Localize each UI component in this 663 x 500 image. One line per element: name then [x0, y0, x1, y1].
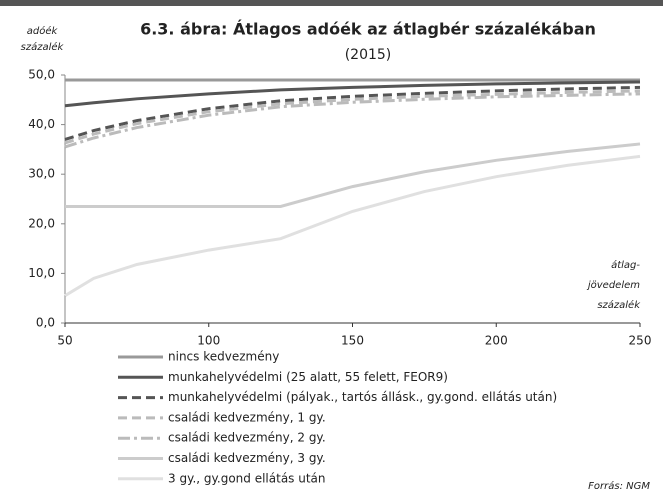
x-tick-label: 200	[485, 334, 508, 348]
series-line	[64, 154, 641, 298]
legend-label: 3 gy., gy.gond ellátás után	[168, 471, 326, 485]
chart-subtitle: (2015)	[345, 47, 392, 63]
x-axis-label: jövedelem	[586, 280, 640, 291]
y-tick-label: 40,0	[28, 117, 55, 131]
source: Forrás: NGM	[588, 480, 650, 492]
series-line	[65, 142, 641, 208]
y-tick-label: 20,0	[28, 216, 55, 230]
chart-title: 6.3. ábra: Átlagos adóék az átlagbér szá…	[140, 20, 596, 39]
series-line	[64, 92, 641, 149]
legend-label: nincs kedvezmény	[168, 350, 279, 364]
legend-label: családi kedvezmény, 2 gy.	[168, 431, 326, 445]
x-tick-label: 250	[629, 334, 652, 348]
legend-label: munkahelyvédelmi (pályak., tartós állásk…	[168, 390, 557, 404]
x-axis-label: átlag-	[611, 259, 640, 271]
x-tick-label: 150	[341, 334, 364, 348]
legend-label: munkahelyvédelmi (25 alatt, 55 felett, F…	[168, 370, 448, 384]
legend-label: családi kedvezmény, 3 gy.	[168, 451, 326, 465]
y-tick-label: 0,0	[36, 316, 55, 330]
y-tick-label: 50,0	[28, 68, 55, 82]
x-tick-label: 100	[197, 334, 220, 348]
top-bar	[0, 0, 663, 6]
y-tick-label: 30,0	[28, 167, 55, 181]
series-line	[64, 89, 641, 145]
x-tick-label: 50	[57, 334, 72, 348]
legend-label: családi kedvezmény, 1 gy.	[168, 410, 326, 424]
series-line	[64, 85, 641, 141]
y-axis-label: adóék	[27, 25, 59, 37]
x-axis-label: százalék	[597, 299, 641, 311]
y-axis-label: százalék	[21, 41, 65, 53]
series-line	[64, 80, 641, 108]
y-tick-label: 10,0	[28, 266, 55, 280]
